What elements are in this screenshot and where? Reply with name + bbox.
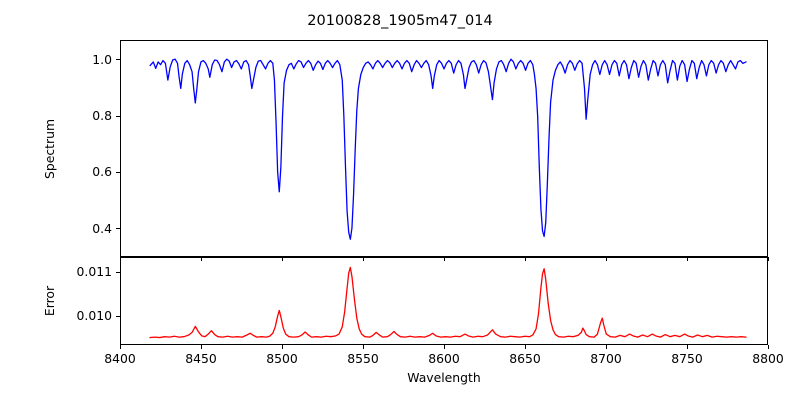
error-plot-area <box>121 258 767 344</box>
x-axis-label: Wavelength <box>407 370 481 385</box>
spectrum-yticklabel: 0.8 <box>92 108 112 124</box>
error-xtick <box>443 345 445 349</box>
spectrum-yticklabel: 1.0 <box>92 51 112 67</box>
spectrum-yticklabel: 0.4 <box>92 220 112 236</box>
spectrum-xtick <box>443 257 445 261</box>
error-yticklabel: 0.011 <box>76 264 112 280</box>
error-yticklabel: 0.010 <box>76 308 112 324</box>
spectrum-y-axis-label: Spectrum <box>42 118 57 179</box>
spectrum-xtick <box>686 257 688 261</box>
error-ytick <box>116 271 120 273</box>
xticklabel: 8500 <box>266 351 298 366</box>
error-xtick <box>200 345 202 349</box>
xticklabel: 8400 <box>104 351 136 366</box>
spectrum-xtick <box>767 257 769 261</box>
spectrum-xtick <box>362 257 364 261</box>
spectrum-panel <box>120 40 768 257</box>
page-title: 20100828_1905m47_014 <box>307 13 493 29</box>
spectrum-line <box>150 59 746 239</box>
spectrum-xtick <box>524 257 526 261</box>
spectrum-xtick <box>200 257 202 261</box>
error-ytick <box>116 315 120 317</box>
spectrum-xtick <box>605 257 607 261</box>
error-xtick <box>686 345 688 349</box>
xticklabel: 8750 <box>671 351 703 366</box>
spectrum-xtick <box>119 257 121 261</box>
error-y-axis-label: Error <box>42 285 57 317</box>
error-xtick <box>524 345 526 349</box>
xticklabel: 8600 <box>428 351 460 366</box>
xticklabel: 8550 <box>347 351 379 366</box>
spectrum-ytick <box>116 115 120 117</box>
error-xtick <box>362 345 364 349</box>
error-xtick <box>281 345 283 349</box>
error-xtick <box>119 345 121 349</box>
spectrum-plot-area <box>121 41 767 256</box>
spectrum-ytick <box>116 171 120 174</box>
spectrum-ytick <box>116 59 120 61</box>
error-line <box>150 267 746 337</box>
xticklabel: 8800 <box>752 351 784 366</box>
error-xtick <box>767 345 769 349</box>
xticklabel: 8450 <box>185 351 217 366</box>
xticklabel: 8700 <box>590 351 622 366</box>
spectrum-yticklabel: 0.6 <box>92 164 112 180</box>
error-panel <box>120 257 768 345</box>
xticklabel: 8650 <box>509 351 541 366</box>
spectrum-ytick <box>116 228 120 230</box>
error-xtick <box>605 345 607 349</box>
spectrum-xtick <box>281 257 283 261</box>
